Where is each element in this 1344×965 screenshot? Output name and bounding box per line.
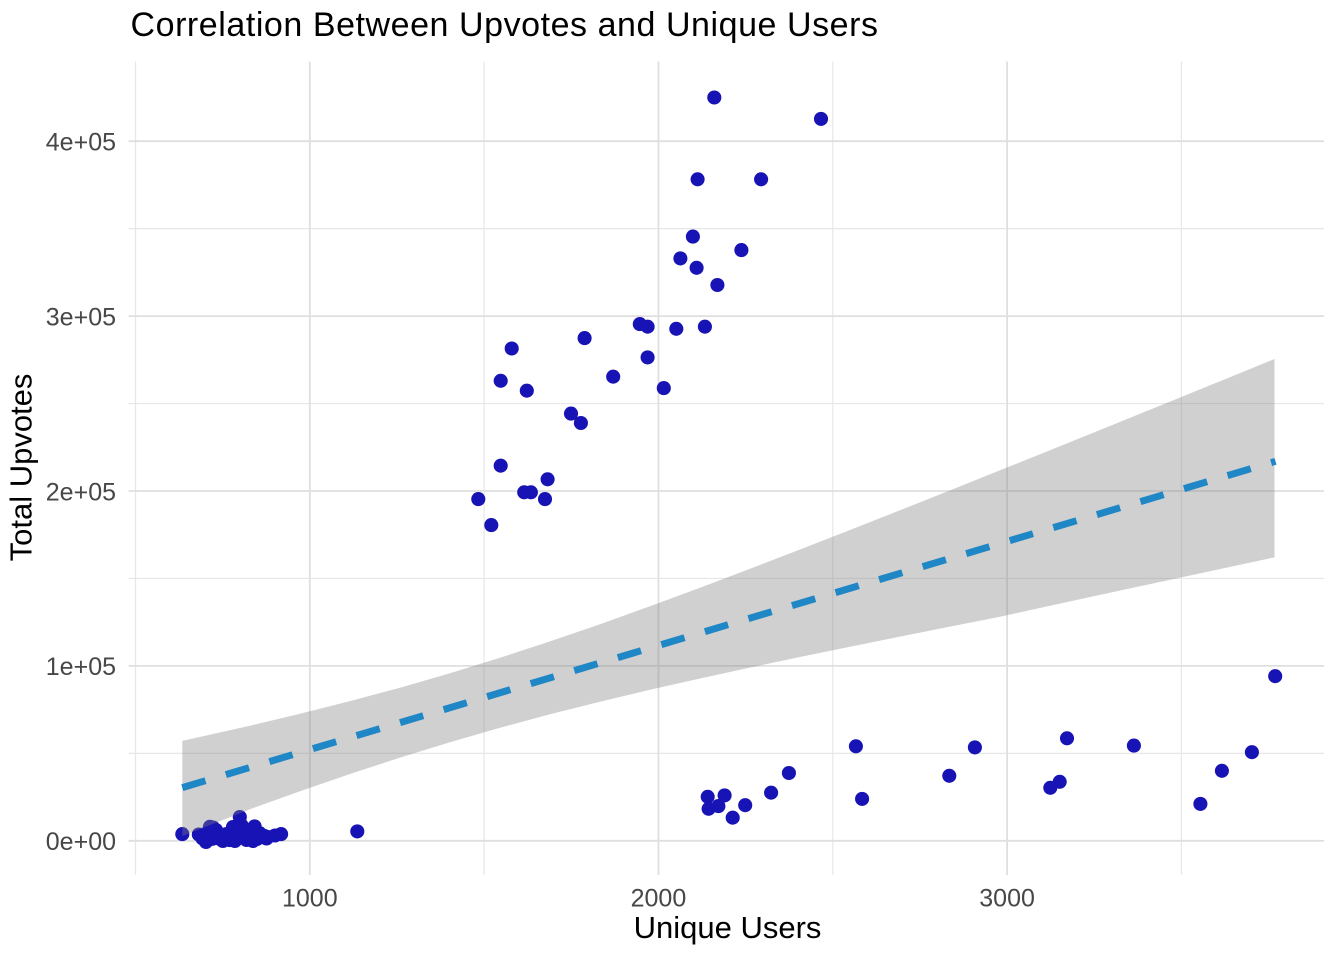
svg-text:2000: 2000: [631, 885, 687, 913]
svg-text:0e+00: 0e+00: [46, 828, 116, 856]
svg-text:Correlation Between Upvotes an: Correlation Between Upvotes and Unique U…: [131, 6, 879, 44]
svg-text:1e+05: 1e+05: [46, 653, 116, 681]
svg-text:Unique Users: Unique Users: [634, 910, 822, 945]
svg-text:3000: 3000: [979, 885, 1035, 913]
svg-text:2e+05: 2e+05: [46, 478, 116, 506]
svg-text:3e+05: 3e+05: [46, 303, 116, 331]
svg-text:Total Upvotes: Total Upvotes: [4, 374, 39, 562]
svg-text:1000: 1000: [282, 885, 338, 913]
svg-text:4e+05: 4e+05: [46, 129, 116, 157]
